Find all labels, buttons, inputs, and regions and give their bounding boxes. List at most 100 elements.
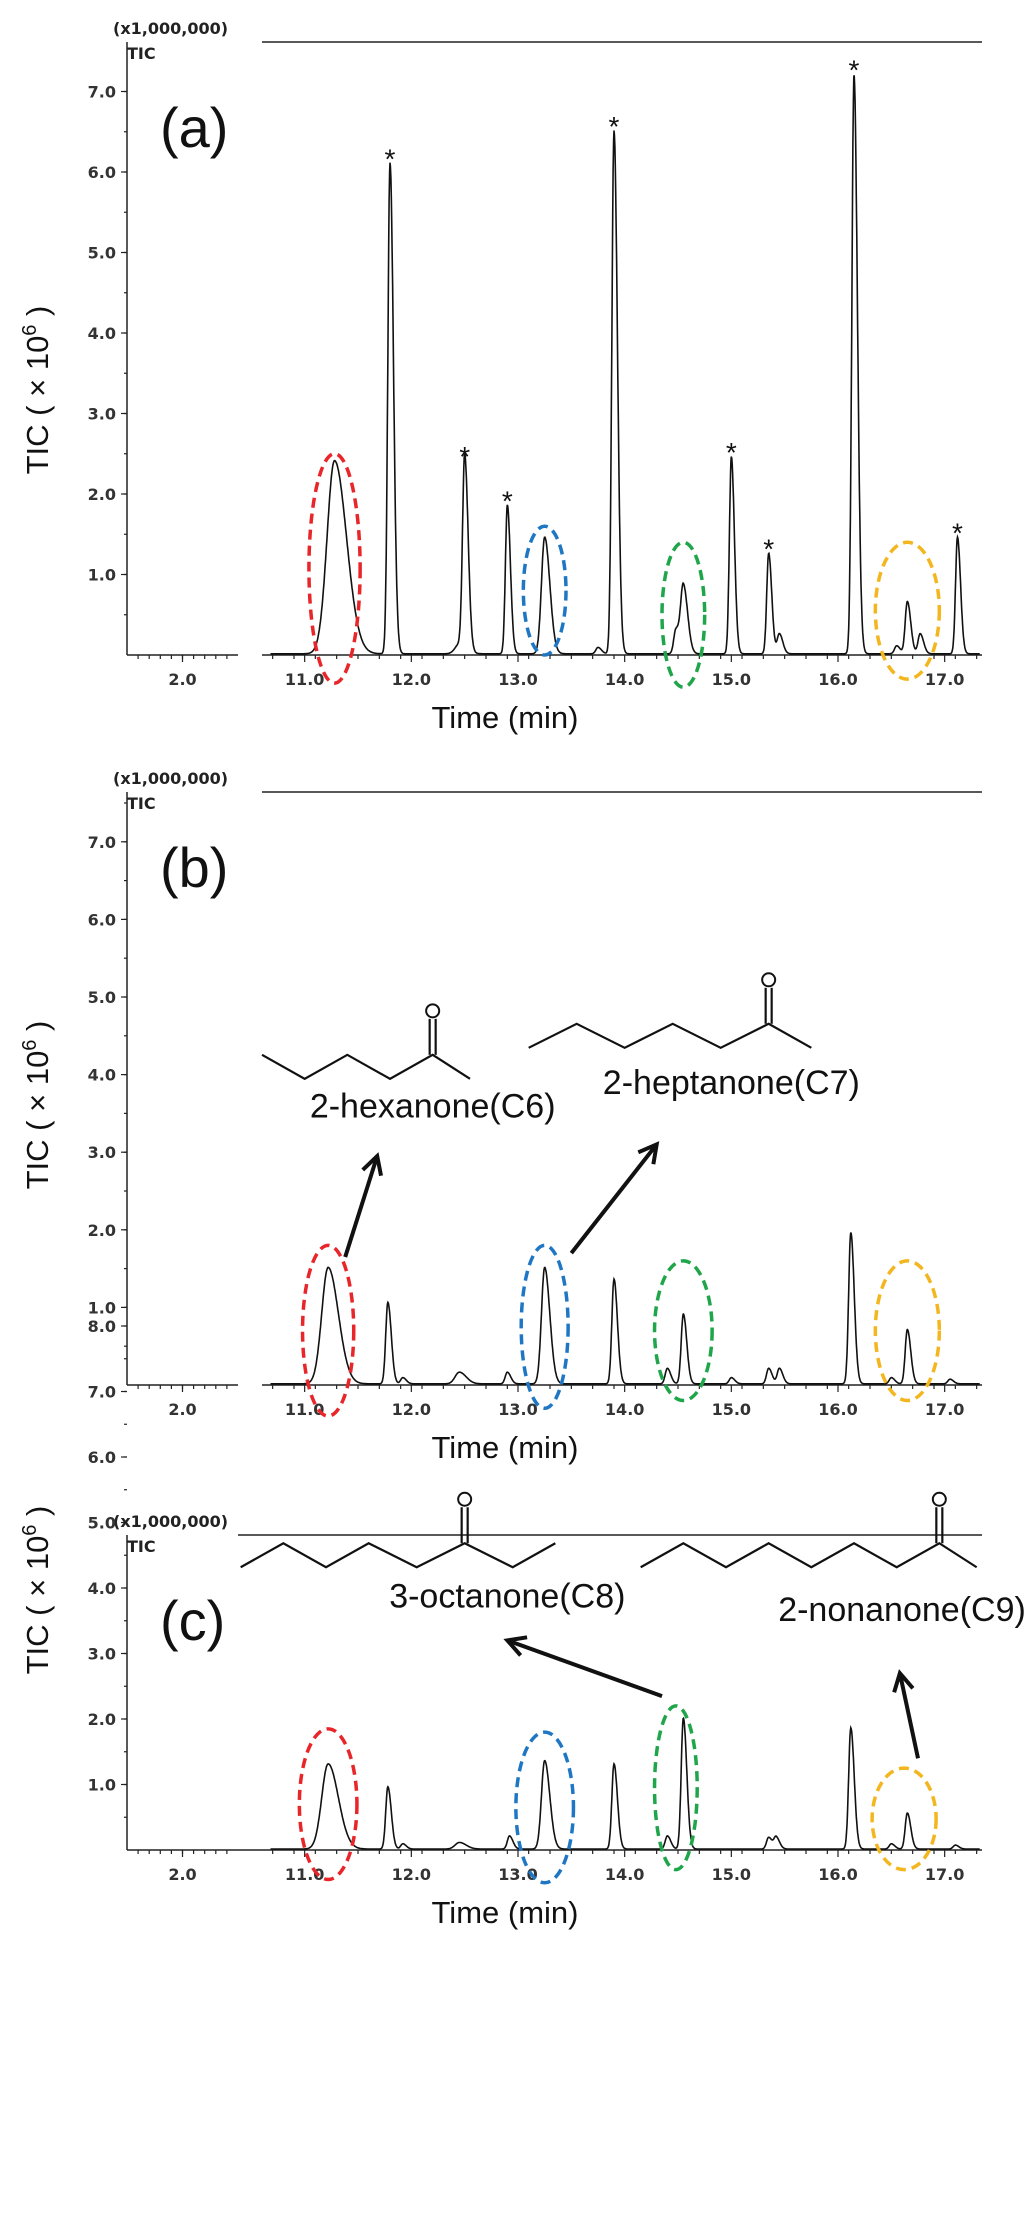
x-tick-label: 13.0 bbox=[498, 1865, 537, 1884]
arrow-line bbox=[569, 1143, 659, 1255]
y-tick-label: 1.0 bbox=[88, 1776, 116, 1795]
molecule-skeleton bbox=[240, 1541, 556, 1569]
arrow-line bbox=[897, 1672, 920, 1759]
y-axis-label-exponent: 6 bbox=[19, 1040, 41, 1051]
highlight-ellipse bbox=[519, 1243, 570, 1411]
y-tick-label: 6.0 bbox=[88, 910, 116, 929]
x-tick-label: 2.0 bbox=[168, 1865, 196, 1884]
y-axis-label-close: ) bbox=[20, 1021, 55, 1040]
y-tick-label: 1.0 bbox=[88, 566, 116, 585]
trace-label: TIC bbox=[127, 794, 156, 813]
highlight-ellipse bbox=[873, 540, 942, 681]
compound-label: 2-heptanone(C7) bbox=[603, 1064, 860, 1102]
x-axis-label: Time (min) bbox=[432, 700, 579, 735]
compound-label: 2-hexanone(C6) bbox=[310, 1087, 556, 1125]
y-tick-label: 3.0 bbox=[88, 405, 116, 424]
y-axis-label-close: ) bbox=[20, 1506, 55, 1525]
peak-star-marker: * bbox=[726, 437, 737, 468]
highlight-ellipse bbox=[660, 540, 707, 689]
y-tick-label: 6.0 bbox=[88, 163, 116, 182]
y-tick-label: 2.0 bbox=[88, 1710, 116, 1729]
y-axis-label: TIC ( × 106 ) bbox=[19, 1021, 55, 1190]
y-tick-label: 2.0 bbox=[88, 1221, 116, 1240]
arrow-line bbox=[506, 1638, 663, 1698]
y-tick-label: 7.0 bbox=[88, 1383, 116, 1402]
x-tick-label: 14.0 bbox=[605, 670, 644, 689]
peak-star-marker: * bbox=[763, 534, 774, 565]
tic-trace-series bbox=[270, 75, 980, 655]
y-axis-label-exponent: 6 bbox=[19, 1525, 41, 1536]
y-tick-label: 3.0 bbox=[88, 1143, 116, 1162]
x-tick-label: 15.0 bbox=[712, 670, 751, 689]
panel-b: (x1,000,000) TIC 1.0 2.0 3.0 4.0 5.0 6.0 7.0 2.0 1… bbox=[19, 769, 982, 1465]
molecule-skeleton bbox=[261, 1053, 471, 1081]
peak-star-marker: * bbox=[609, 111, 620, 142]
highlight-ellipse bbox=[297, 1727, 359, 1882]
y-axis-label: TIC ( × 106 ) bbox=[19, 306, 55, 475]
panel-label: (b) bbox=[160, 836, 228, 899]
x-tick-label: 12.0 bbox=[392, 670, 431, 689]
y-tick-label: 4.0 bbox=[88, 1579, 116, 1598]
arrow-line bbox=[343, 1155, 380, 1258]
trace-label: TIC bbox=[127, 44, 156, 63]
y-axis-label-close: ) bbox=[20, 306, 55, 325]
y-tick-label: 5.0 bbox=[88, 244, 116, 263]
x-axis-label: Time (min) bbox=[432, 1430, 579, 1465]
x-tick-label: 17.0 bbox=[925, 1400, 964, 1419]
tic-trace-series bbox=[270, 1716, 980, 1850]
highlight-ellipse bbox=[652, 1259, 714, 1403]
arrow-head bbox=[361, 1152, 383, 1177]
x-tick-label: 15.0 bbox=[712, 1400, 751, 1419]
x-tick-label: 17.0 bbox=[925, 670, 964, 689]
x-tick-label: 16.0 bbox=[818, 670, 857, 689]
x-tick-label: 16.0 bbox=[818, 1865, 857, 1884]
highlight-ellipse bbox=[873, 1259, 942, 1403]
molecule-skeleton bbox=[528, 1022, 812, 1050]
x-tick-label: 11.0 bbox=[285, 1400, 324, 1419]
compound-label: 3-octanone(C8) bbox=[389, 1578, 625, 1616]
y-axis-label-text: TIC ( × 10 bbox=[20, 336, 55, 475]
tic-trace-series bbox=[270, 1232, 980, 1385]
highlight-ellipse bbox=[521, 524, 568, 657]
highlight-ellipse bbox=[300, 1243, 356, 1418]
y-tick-label: 5.0 bbox=[88, 988, 116, 1007]
compound-label: 2-nonanone(C9) bbox=[778, 1591, 1024, 1629]
panel-c: (x1,000,000) TIC 1.0 2.0 3.0 4.0 5.0 6.0 7.0 8.0 2… bbox=[19, 1317, 1024, 1930]
scale-label: (x1,000,000) bbox=[113, 769, 228, 788]
panel-label: (c) bbox=[160, 1589, 225, 1652]
x-tick-label: 2.0 bbox=[168, 670, 196, 689]
molecule-skeleton bbox=[640, 1541, 978, 1569]
peak-star-marker: * bbox=[849, 55, 860, 86]
y-axis-label: TIC ( × 106 ) bbox=[19, 1506, 55, 1675]
oxygen-atom bbox=[457, 1491, 473, 1507]
y-tick-label: 2.0 bbox=[88, 485, 116, 504]
trace-label: TIC bbox=[127, 1537, 156, 1556]
x-tick-label: 17.0 bbox=[925, 1865, 964, 1884]
x-tick-label: 13.0 bbox=[498, 670, 537, 689]
scale-label: (x1,000,000) bbox=[113, 1512, 228, 1531]
highlight-ellipse bbox=[514, 1730, 576, 1885]
y-tick-label: 5.0 bbox=[88, 1514, 116, 1533]
x-tick-label: 13.0 bbox=[498, 1400, 537, 1419]
y-axis-label-text: TIC ( × 10 bbox=[20, 1051, 55, 1190]
highlight-ellipse bbox=[870, 1766, 938, 1872]
scale-label: (x1,000,000) bbox=[113, 19, 228, 38]
x-tick-label: 2.0 bbox=[168, 1400, 196, 1419]
oxygen-atom bbox=[425, 1003, 441, 1019]
highlight-ellipse bbox=[652, 1704, 699, 1872]
highlight-ellipse bbox=[307, 452, 362, 685]
arrow-head bbox=[503, 1635, 528, 1657]
x-tick-label: 11.0 bbox=[285, 670, 324, 689]
y-axis-label-text: TIC ( × 10 bbox=[20, 1536, 55, 1675]
oxygen-atom bbox=[931, 1491, 947, 1507]
x-tick-label: 12.0 bbox=[392, 1400, 431, 1419]
y-tick-label: 7.0 bbox=[88, 833, 116, 852]
y-tick-label: 6.0 bbox=[88, 1448, 116, 1467]
peak-star-marker: * bbox=[459, 441, 470, 472]
oxygen-atom bbox=[761, 972, 777, 988]
y-tick-label: 7.0 bbox=[88, 83, 116, 102]
panel-label: (a) bbox=[160, 96, 228, 159]
y-tick-label: 4.0 bbox=[88, 1066, 116, 1085]
arrow-head bbox=[892, 1669, 915, 1693]
